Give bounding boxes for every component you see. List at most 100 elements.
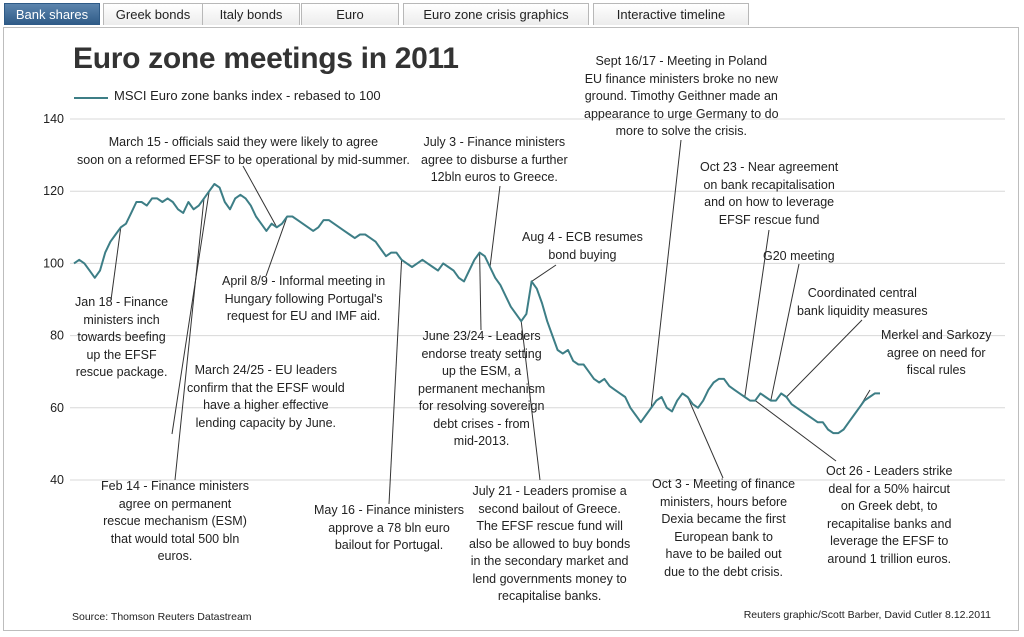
annotation-line: towards beefing: [77, 330, 166, 344]
annotation-note: Jan 18 - Finance ministers inch towards be…: [75, 294, 168, 382]
annotation-line: June 23/24 - Leaders: [422, 329, 541, 343]
annotation-line: Aug 4 - ECB resumes: [522, 230, 643, 244]
annotation-line: that would total 500 bln: [110, 531, 240, 546]
annotation-line: Sept 16/17 - Meeting in Poland: [595, 54, 768, 68]
annotation-line: lending capacity by June.: [195, 415, 337, 430]
annotation-line: up the EFSF: [86, 347, 157, 362]
annotation-line: recapitalise banks.: [497, 589, 602, 603]
annotation-line: bond buying: [548, 247, 617, 262]
tab-interactive-timeline[interactable]: Interactive timeline: [593, 3, 749, 25]
annotation-line: Oct 3 - Meeting of finance: [652, 477, 796, 491]
annotation-leader: [171, 191, 210, 435]
annotation-line: ministers, hours before: [660, 494, 788, 509]
annotation-leader: [520, 321, 541, 481]
annotation-note: Oct 26 - Leaders strike deal for a 50% ha…: [826, 463, 952, 568]
annotation-line: Jan 18 - Finance: [75, 295, 169, 309]
annotation-note: Oct 3 - Meeting of finance ministers, hou…: [652, 476, 795, 581]
annotation-leader: [242, 165, 278, 228]
annotation-line: leverage the EFSF to: [830, 534, 949, 548]
annotation-leader: [754, 400, 837, 462]
tab-greek-bonds[interactable]: Greek bonds: [103, 3, 203, 25]
annotation-leader: [110, 227, 122, 301]
annotation-line: have a higher effective: [203, 398, 329, 412]
annotation-note: July 21 - Leaders promise a second bailou…: [469, 483, 630, 606]
annotation-note: May 16 - Finance ministers approve a 78 b…: [314, 502, 464, 555]
annotation-line: agree on permanent: [118, 496, 232, 511]
annotation-leader: [786, 319, 863, 398]
annotation-note: Feb 14 - Finance ministers agree on perma…: [101, 478, 249, 566]
tab-italy-bonds[interactable]: Italy bonds: [202, 3, 300, 25]
annotation-line: March 15 - officials said they were like…: [108, 135, 379, 149]
annotation-note: Aug 4 - ECB resumes bond buying: [522, 229, 643, 264]
annotation-line: July 21 - Leaders promise a: [472, 484, 627, 498]
tab-bank-shares[interactable]: Bank shares: [4, 3, 100, 25]
annotation-leader: [531, 264, 557, 282]
annotation-line: March 24/25 - EU leaders: [194, 363, 338, 377]
chart-title: Euro zone meetings in 2011: [73, 42, 459, 75]
annotation-line: The EFSF rescue fund will: [476, 519, 623, 533]
annotation-line: 12bln euros to Greece.: [430, 170, 558, 184]
y-tick-label: 100: [43, 256, 64, 270]
y-tick-label: 40: [50, 473, 64, 487]
annotation-line: soon on a reformed EFSF to be operationa…: [77, 152, 410, 167]
chart-frame: [3, 27, 1019, 631]
annotation-line: May 16 - Finance ministers: [314, 503, 465, 517]
annotation-line: EU finance ministers broke no new: [584, 71, 778, 86]
annotation-line: EFSF rescue fund: [718, 212, 820, 227]
annotation-note: April 8/9 - Informal meeting in Hungary f…: [222, 273, 385, 326]
annotation-line: Dexia became the first: [661, 512, 786, 526]
y-tick-label: 140: [43, 112, 64, 126]
annotation-line: Oct 26 - Leaders strike: [826, 464, 953, 478]
annotation-line: Coordinated central: [807, 286, 917, 300]
annotation-line: Merkel and Sarkozy: [881, 328, 992, 342]
annotation-line: Oct 23 - Near agreement: [700, 160, 839, 174]
annotation-note: March 15 - officials said they were like…: [77, 134, 410, 169]
annotation-line: fiscal rules: [906, 363, 966, 377]
annotation-note: Oct 23 - Near agreement on bank recapital…: [700, 159, 838, 229]
annotation-line: July 3 - Finance ministers: [423, 135, 566, 149]
annotation-line: around 1 trillion euros.: [827, 551, 952, 566]
annotation-leader: [489, 185, 501, 268]
annotation-line: recapitalise banks and: [827, 516, 952, 531]
tab-euro[interactable]: Euro: [301, 3, 399, 25]
annotation-note: G20 meeting: [763, 248, 835, 266]
annotation-line: lend governments money to: [472, 571, 627, 586]
annotation-line: G20 meeting: [763, 249, 835, 263]
y-tick-label: 80: [50, 329, 64, 343]
annotation-line: euros.: [157, 549, 193, 563]
y-tick-label: 60: [50, 401, 64, 415]
annotation-line: rescue package.: [75, 365, 168, 379]
legend-swatch: [74, 97, 108, 99]
annotation-line: approve a 78 bln euro: [328, 520, 450, 535]
annotation-line: confirm that the EFSF would: [187, 380, 345, 395]
annotation-line: bank liquidity measures: [797, 303, 928, 318]
annotation-note: Coordinated central bank liquidity measur…: [797, 285, 928, 320]
annotation-line: permanent mechanism: [418, 381, 546, 396]
annotation-line: ground. Timothy Geithner made an: [584, 89, 778, 103]
annotation-note: June 23/24 - Leaders endorse treaty setti…: [418, 328, 545, 451]
annotation-leader: [479, 252, 482, 331]
annotation-leader: [744, 229, 770, 398]
tab-euro-zone-crisis-graphics[interactable]: Euro zone crisis graphics: [403, 3, 589, 25]
annotation-line: European bank to: [674, 529, 773, 544]
annotation-line: also be allowed to buy bonds: [469, 536, 631, 551]
annotation-line: mid-2013.: [453, 434, 510, 448]
annotation-line: on bank recapitalisation: [703, 177, 835, 192]
annotation-line: up the ESM, a: [441, 364, 522, 378]
annotation-line: April 8/9 - Informal meeting in: [222, 274, 386, 288]
annotation-line: Feb 14 - Finance ministers: [101, 479, 249, 493]
annotation-line: endorse treaty setting: [421, 346, 542, 361]
annotation-line: and on how to leverage: [704, 195, 835, 209]
annotation-leader: [174, 198, 205, 481]
annotation-line: Hungary following Portugal's: [224, 291, 383, 306]
annotation-line: request for EU and IMF aid.: [226, 309, 381, 323]
annotation-leader: [650, 139, 682, 408]
annotation-line: agree to disburse a further: [421, 152, 568, 167]
source-note: Source: Thomson Reuters Datastream: [72, 611, 252, 623]
annotation-note: Merkel and Sarkozy agree on need for fisca…: [881, 327, 991, 380]
credit-note: Reuters graphic/Scott Barber, David Cutl…: [743, 609, 991, 621]
annotation-line: ministers inch: [83, 312, 160, 327]
annotation-line: appearance to urge Germany to do: [584, 106, 779, 121]
series-line-msci-banks: [73, 183, 880, 435]
